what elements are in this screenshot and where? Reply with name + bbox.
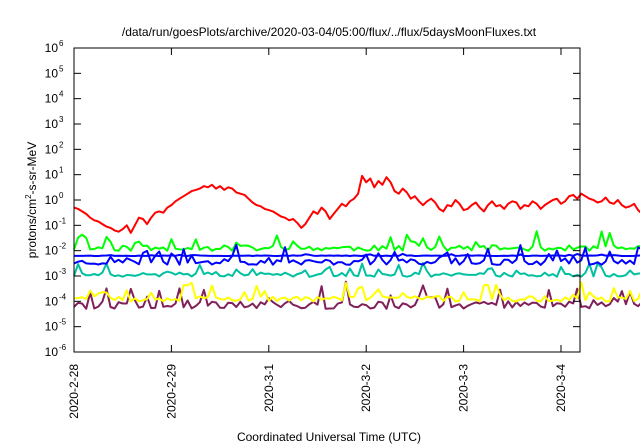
y-tick-label: 102 — [45, 140, 64, 156]
series-line-2 — [73, 243, 640, 266]
y-tick-label: 104 — [45, 90, 64, 106]
y-tick-label: 106 — [45, 39, 64, 55]
x-tick-label: 2020-3-2 — [359, 364, 373, 412]
x-tick-label: 2020-2-29 — [164, 364, 178, 419]
y-tick-label: 10-4 — [45, 292, 67, 308]
x-tick-label: 2020-3-1 — [262, 364, 276, 412]
y-axis: 10-6 10-5 10-4 10-3 10-2 10-1 100 101 102 103 104 1… — [45, 39, 580, 359]
series-layer — [73, 174, 640, 310]
x-axis-label: Coordinated Universal Time (UTC) — [237, 430, 421, 444]
chart-title: /data/run/goesPlots/archive/2020-03-04/0… — [122, 25, 537, 39]
y-tick-label: 10-3 — [45, 267, 67, 283]
y-tick-label: 10-5 — [45, 318, 67, 334]
y-tick-label: 10-6 — [45, 343, 67, 359]
series-line-4 — [73, 262, 640, 278]
x-tick-label: 2020-2-28 — [67, 364, 81, 419]
x-tick-label: 2020-3-3 — [457, 364, 471, 412]
series-line-5 — [73, 281, 640, 303]
series-line-1 — [73, 230, 640, 252]
y-tick-label: 100 — [45, 191, 64, 207]
y-tick-label: 105 — [45, 64, 64, 80]
series-line-3 — [74, 252, 640, 257]
series-line-6 — [73, 280, 640, 310]
series-line-0 — [73, 174, 640, 234]
y-tick-label: 10-2 — [45, 242, 67, 258]
y-tick-label: 10-1 — [45, 216, 67, 232]
y-tick-label: 103 — [45, 115, 64, 131]
x-tick-label: 2020-3-4 — [554, 364, 568, 412]
x-axis: 2020-2-28 2020-2-29 2020-3-1 2020-3-2 2020-3… — [67, 48, 568, 419]
y-tick-label: 101 — [45, 166, 64, 182]
y-axis-label: protons/cm2-s-sr-MeV — [24, 142, 39, 258]
